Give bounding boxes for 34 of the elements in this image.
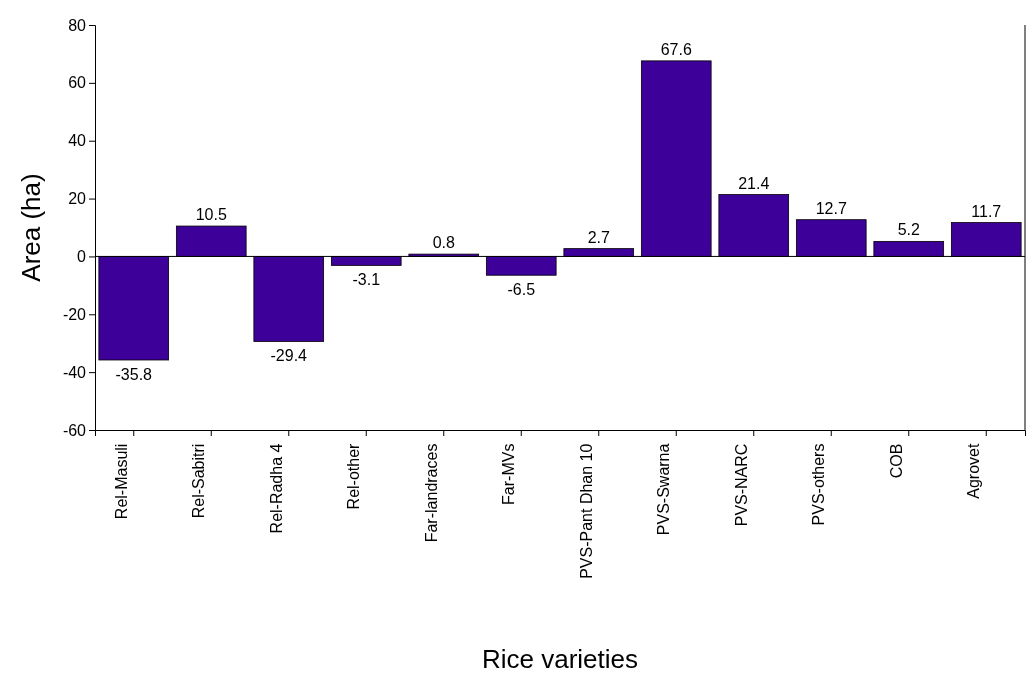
x-tick-label: Agrovet xyxy=(965,443,983,499)
data-label: 2.7 xyxy=(587,228,610,246)
x-tick-label: PVS-Swarna xyxy=(655,443,673,536)
x-tick-label: Far-MVs xyxy=(500,443,518,505)
y-tick-label: -20 xyxy=(62,305,87,323)
x-axis-title: Rice varieties xyxy=(481,644,639,674)
y-tick-label: 80 xyxy=(68,16,87,34)
y-tick-label: 60 xyxy=(68,74,87,92)
data-label: -3.1 xyxy=(352,271,381,289)
x-tick-label: PVS-Pant Dhan 10 xyxy=(577,443,595,579)
data-label: 5.2 xyxy=(897,221,920,239)
x-tick-label: PVS-others xyxy=(810,443,828,526)
data-label: 0.8 xyxy=(432,234,455,252)
x-tick-label: Rel-Masuli xyxy=(112,443,130,520)
y-tick-label: -60 xyxy=(62,421,87,439)
data-label: 11.7 xyxy=(971,202,1002,220)
x-tick-label: Rel-other xyxy=(345,442,363,510)
data-label: 67.6 xyxy=(660,40,692,58)
data-label: 21.4 xyxy=(738,174,770,192)
data-label: 12.7 xyxy=(815,199,847,217)
y-tick-label: 0 xyxy=(77,248,87,266)
y-tick-label: 20 xyxy=(68,190,87,208)
x-tick-label: Rel-Radha 4 xyxy=(267,443,285,534)
y-tick-label: -40 xyxy=(62,363,87,381)
data-label: -6.5 xyxy=(507,281,536,299)
data-label: -29.4 xyxy=(270,347,308,365)
x-tick-label: COB xyxy=(887,443,905,479)
x-tick-label: PVS-NARC xyxy=(732,443,750,527)
y-tick-label: 40 xyxy=(68,132,87,150)
data-label: -35.8 xyxy=(115,365,153,383)
x-tick-label: Far-landraces xyxy=(422,443,440,543)
data-label: 10.5 xyxy=(195,206,227,224)
x-tick-label: Rel-Sabitri xyxy=(190,443,208,519)
y-axis-title: Area (ha) xyxy=(16,173,46,282)
